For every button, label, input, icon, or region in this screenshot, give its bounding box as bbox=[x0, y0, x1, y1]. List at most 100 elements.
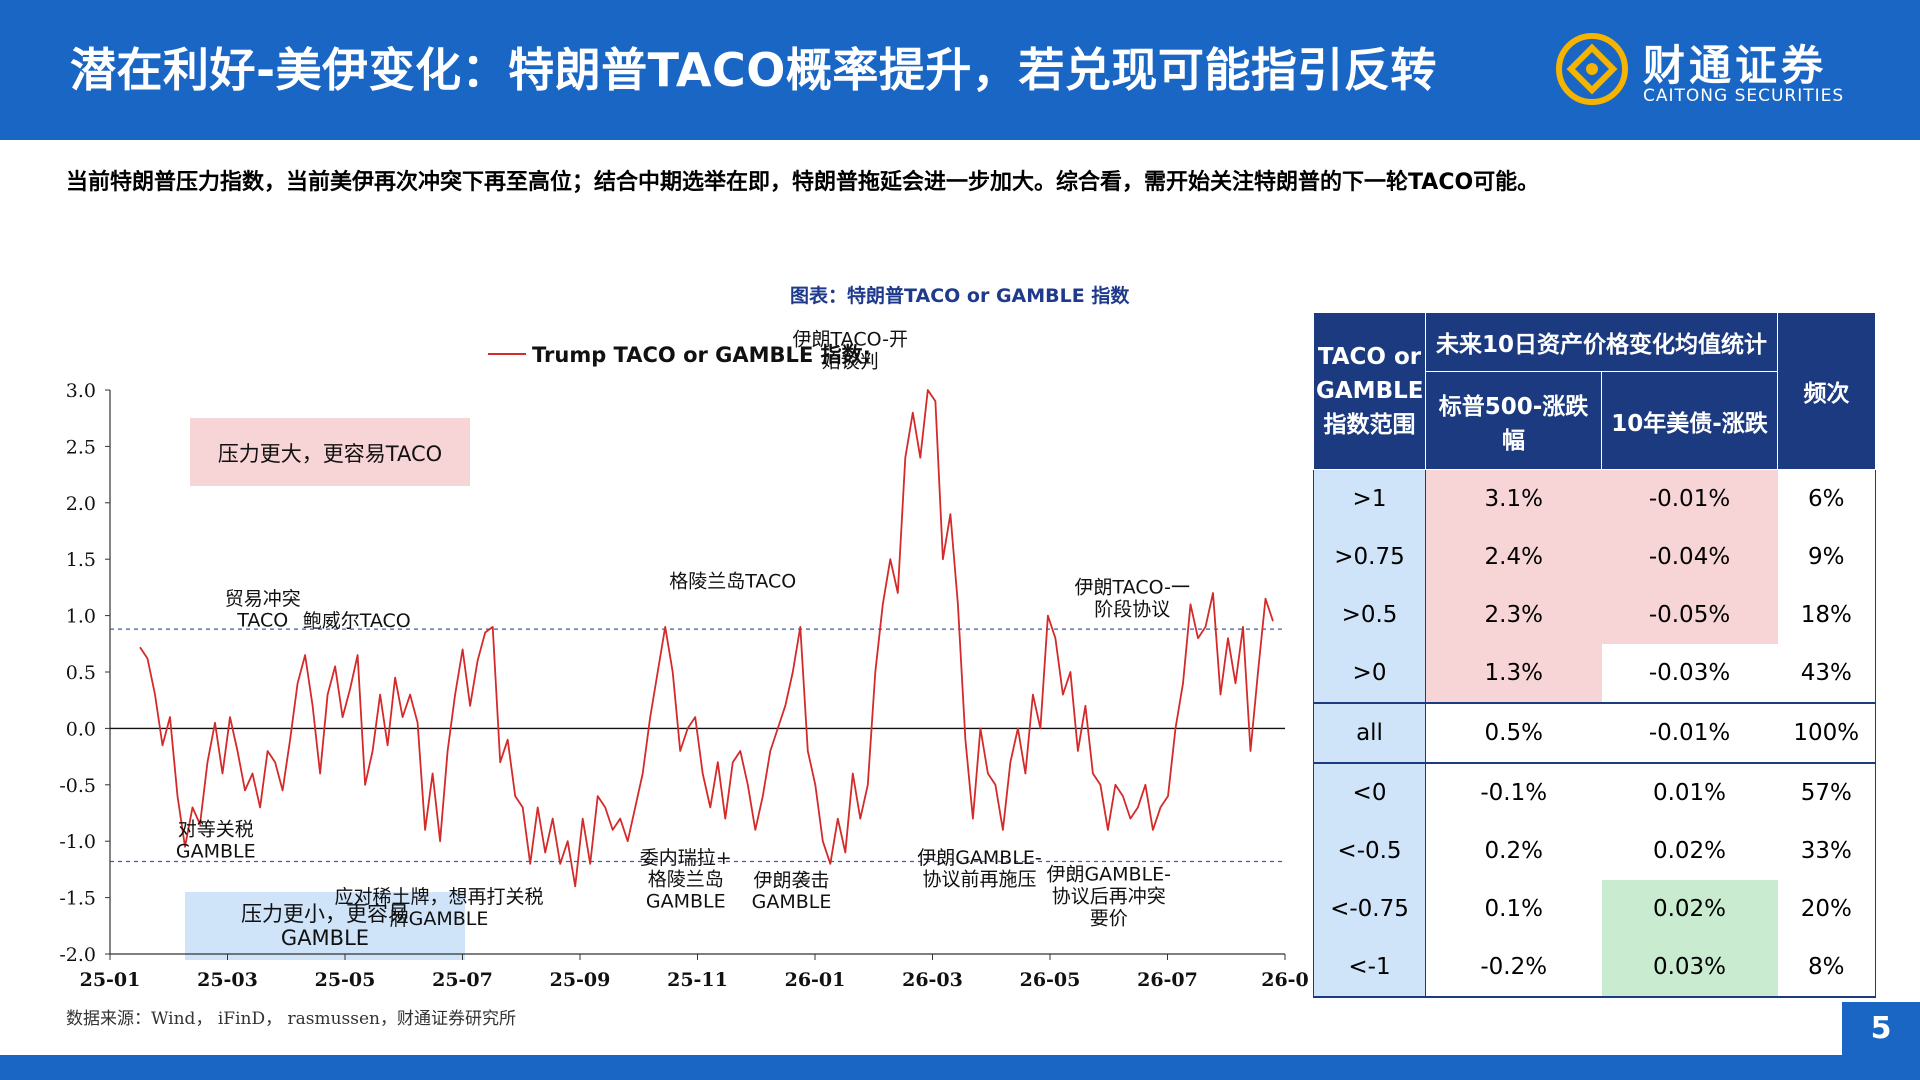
page-number: 5 bbox=[1842, 1002, 1920, 1055]
y-tick-label: 2.5 bbox=[66, 436, 96, 458]
ust-cell: -0.03% bbox=[1648, 660, 1731, 686]
x-tick-label: 25-07 bbox=[432, 969, 493, 991]
company-logo: 财通证券 CAITONG SECURITIES bbox=[1555, 26, 1895, 116]
table-row: all 0.5% -0.01% 100% bbox=[1313, 702, 1876, 763]
x-tick-label: 26-01 bbox=[785, 969, 846, 991]
x-tick-label: 26-05 bbox=[1020, 969, 1081, 991]
summary-text: 当前特朗普压力指数，当前美伊再次冲突下再至高位；结合中期选举在即，特朗普拖延会进… bbox=[66, 170, 1540, 195]
table-row: >0.75 2.4% -0.04% 9% bbox=[1313, 528, 1876, 586]
header-group: 未来10日资产价格变化均值统计 bbox=[1424, 311, 1779, 373]
sp500-cell: 1.3% bbox=[1425, 644, 1602, 703]
sp500-cell: 0.1% bbox=[1484, 896, 1543, 922]
table-row: <0 -0.1% 0.01% 57% bbox=[1313, 762, 1876, 822]
x-tick-label: 25-11 bbox=[667, 969, 728, 991]
logo-text-cn: 财通证券 bbox=[1643, 41, 1828, 90]
range-cell: >0.75 bbox=[1313, 528, 1426, 586]
annotation-label: 应对稀土牌，想再打关税牌GAMBLE bbox=[334, 886, 543, 930]
y-tick-label: -1.5 bbox=[59, 888, 96, 910]
y-tick-label: 1.0 bbox=[66, 606, 96, 628]
x-tick-label: 25-01 bbox=[80, 969, 141, 991]
stats-table: TACO or GAMBLE 指数范围 未来10日资产价格变化均值统计 频次 标… bbox=[1313, 311, 1877, 998]
y-tick-label: 3.0 bbox=[66, 380, 96, 402]
freq-cell: 6% bbox=[1808, 486, 1845, 512]
annotation-label: 伊朗GAMBLE-协议前再施压 bbox=[917, 847, 1042, 891]
annotation-label: 伊朗GAMBLE-协议后再冲突要价 bbox=[1046, 864, 1171, 930]
sp500-cell: 3.1% bbox=[1425, 469, 1602, 528]
annotation-label: 贸易冲突 TACO bbox=[225, 588, 301, 632]
ust-cell: -0.01% bbox=[1601, 469, 1778, 528]
ust-cell: -0.04% bbox=[1601, 528, 1778, 586]
y-tick-label: 0.0 bbox=[66, 718, 96, 740]
header-sp500: 标普500-涨跌幅 bbox=[1425, 371, 1602, 470]
annotation-label: 伊朗TACO-开始谈判 bbox=[793, 328, 908, 372]
range-cell: all bbox=[1313, 702, 1426, 763]
x-tick-label: 25-05 bbox=[315, 969, 376, 991]
header-ust10y: 10年美债-涨跌 bbox=[1600, 371, 1779, 470]
logo-mark-icon bbox=[1556, 33, 1628, 105]
freq-cell: 18% bbox=[1800, 602, 1852, 628]
ust-cell: -0.01% bbox=[1601, 702, 1778, 763]
data-source: 数据来源：Wind， iFinD， rasmussen，财通证券研究所 bbox=[66, 1009, 517, 1029]
annotation-label: 委内瑞拉+格陵兰岛 GAMBLE bbox=[640, 847, 732, 913]
x-tick-label: 26-03 bbox=[902, 969, 963, 991]
range-cell: >1 bbox=[1313, 469, 1426, 528]
series-line bbox=[139, 389, 1274, 888]
table-row: >0.5 2.3% -0.05% 18% bbox=[1313, 586, 1876, 644]
sp500-cell: -0.1% bbox=[1425, 762, 1602, 822]
freq-cell: 8% bbox=[1808, 954, 1845, 980]
ust-cell: -0.05% bbox=[1601, 586, 1778, 644]
sp500-cell: 0.5% bbox=[1425, 702, 1602, 763]
region-label-upper: 压力更大，更容易TACO bbox=[218, 442, 442, 466]
freq-cell: 20% bbox=[1800, 896, 1852, 922]
freq-cell: 43% bbox=[1800, 660, 1852, 686]
y-tick-label: -0.5 bbox=[59, 775, 96, 797]
range-cell: >0 bbox=[1313, 644, 1426, 703]
x-tick-label: 26-07 bbox=[1137, 969, 1198, 991]
region-box-upper bbox=[190, 418, 470, 486]
logo-text-en: CAITONG SECURITIES bbox=[1643, 86, 1845, 106]
range-cell: >0.5 bbox=[1313, 586, 1426, 644]
x-tick-label: 25-09 bbox=[550, 969, 611, 991]
legend-label: Trump TACO or GAMBLE 指数: bbox=[532, 343, 871, 367]
y-tick-label: 1.5 bbox=[66, 549, 96, 571]
freq-cell: 57% bbox=[1777, 762, 1876, 822]
annotation-label: 对等关税 GAMBLE bbox=[176, 819, 256, 863]
taco-gamble-chart: 压力更大，更容易TACO 压力更小，更容易 GAMBLE 3.0 2.5 2.0 1.5 1.… bbox=[59, 328, 1309, 991]
sp500-cell: 0.2% bbox=[1484, 838, 1543, 864]
table-row: >1 3.1% -0.01% 6% bbox=[1313, 469, 1876, 528]
chart-title: 图表：特朗普TACO or GAMBLE 指数 bbox=[790, 285, 1130, 307]
footer-bar bbox=[0, 1055, 1920, 1080]
ust-cell: 0.02% bbox=[1652, 838, 1727, 864]
range-cell: <0 bbox=[1313, 762, 1426, 822]
sp500-cell: 2.3% bbox=[1425, 586, 1602, 644]
ust-cell: 0.01% bbox=[1601, 762, 1778, 822]
sp500-cell: -0.2% bbox=[1480, 954, 1548, 980]
region-label-lower: 压力更小，更容易 GAMBLE bbox=[241, 902, 409, 950]
page-title: 潜在利好-美伊变化：特朗普TACO概率提升，若兑现可能指引反转 bbox=[70, 43, 1437, 97]
x-tick-label: 25-03 bbox=[197, 969, 258, 991]
table-row: <-0.75 0.1% 0.02% 20% bbox=[1313, 880, 1876, 938]
freq-cell: 33% bbox=[1800, 838, 1852, 864]
table-row: <-1 -0.2% 0.03% 8% bbox=[1313, 938, 1876, 997]
sp500-cell: 2.4% bbox=[1425, 528, 1602, 586]
freq-cell: 9% bbox=[1808, 544, 1845, 570]
range-cell: <-0.75 bbox=[1313, 880, 1426, 938]
y-tick-label: -1.0 bbox=[59, 831, 96, 853]
range-cell: <-1 bbox=[1313, 938, 1426, 997]
annotation-label: 伊朗袭击 GAMBLE bbox=[752, 869, 832, 913]
y-tick-label: -2.0 bbox=[59, 944, 96, 966]
y-tick-label: 0.5 bbox=[66, 662, 96, 684]
annotation-label: 鲍威尔TACO bbox=[303, 610, 411, 632]
freq-cell: 100% bbox=[1777, 702, 1876, 763]
table-row: >0 1.3% -0.03% 43% bbox=[1313, 644, 1876, 703]
x-tick-label: 26-0 bbox=[1261, 969, 1309, 991]
ust-cell: 0.03% bbox=[1601, 938, 1778, 997]
annotation-label: 格陵兰岛TACO bbox=[669, 570, 796, 592]
y-tick-label: 2.0 bbox=[66, 493, 96, 515]
ust-cell: 0.02% bbox=[1601, 880, 1778, 938]
header-range: TACO or GAMBLE 指数范围 bbox=[1313, 312, 1426, 470]
header-bar: 潜在利好-美伊变化：特朗普TACO概率提升，若兑现可能指引反转 财通证券 CAI… bbox=[0, 0, 1920, 140]
header-frequency: 频次 bbox=[1777, 312, 1877, 470]
region-box-lower bbox=[185, 892, 465, 960]
annotation-label: 伊朗TACO-一阶段协议 bbox=[1075, 577, 1190, 621]
